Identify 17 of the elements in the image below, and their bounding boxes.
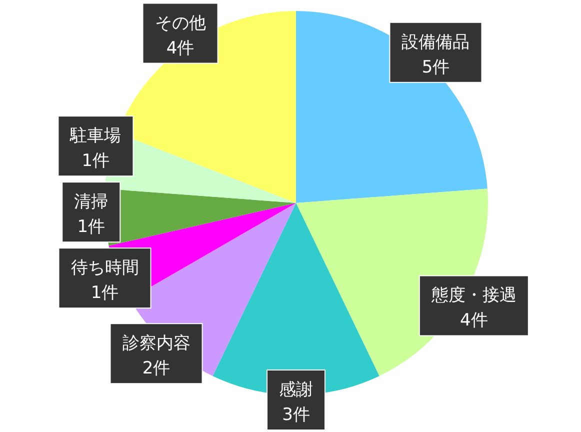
data-label: 4件 [166,38,194,58]
slice-label: 清掃 [74,192,108,212]
pie-slice [296,11,488,203]
slice-label: 態度・接遇 [430,286,516,306]
slice-label: 設備備品 [402,32,470,52]
data-label: 1件 [82,151,110,172]
data-label: 2件 [142,358,170,379]
data-label: 5件 [422,57,450,78]
slice-label: その他 [154,13,206,34]
slice-label: 診察内容 [122,334,190,354]
slice-label: 駐車場 [69,126,122,146]
slice-label: 待ち時間 [70,258,139,278]
slice-label: 感謝 [279,380,313,400]
data-label: 3件 [282,405,310,425]
data-label: 1件 [90,283,119,304]
data-label: 4件 [460,310,488,331]
data-label: 1件 [77,217,106,238]
